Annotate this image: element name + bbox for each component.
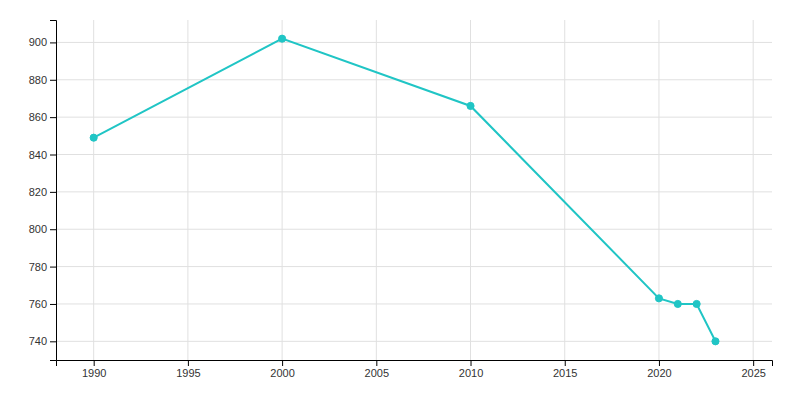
grid bbox=[56, 20, 772, 360]
plot: 1990 1995 2000 2005 2010 2015 2020 2025 740 760 78… bbox=[29, 20, 773, 379]
x-grid-line bbox=[282, 20, 283, 360]
x-tick-label: 1995 bbox=[176, 367, 200, 379]
x-tick: 2025 bbox=[741, 360, 765, 379]
point bbox=[655, 295, 662, 302]
x-tick-label: 2020 bbox=[647, 367, 671, 379]
x-axis-line bbox=[57, 361, 773, 367]
y-tick-label: 840 bbox=[29, 149, 47, 161]
y-tick-mark bbox=[50, 42, 56, 43]
y-tick: 820 bbox=[29, 186, 56, 198]
y-tick-mark bbox=[50, 341, 56, 342]
y-tick: 760 bbox=[29, 298, 56, 310]
x-tick-label: 1990 bbox=[82, 367, 106, 379]
x-grid-line bbox=[658, 20, 659, 360]
y-tick-mark bbox=[50, 304, 56, 305]
x-tick-mark bbox=[188, 360, 189, 366]
chart: 1990 1995 2000 2005 2010 2015 2020 2025 740 760 78… bbox=[0, 0, 800, 400]
y-tick-label: 760 bbox=[29, 298, 47, 310]
y-tick: 900 bbox=[29, 36, 56, 48]
y-tick-mark bbox=[50, 117, 56, 118]
point bbox=[90, 134, 97, 141]
x-tick: 2010 bbox=[459, 360, 483, 379]
x-tick-label: 2005 bbox=[365, 367, 389, 379]
y-axis: 740 760 780 800 820 840 860 880 900 bbox=[29, 21, 57, 361]
y-grid-line bbox=[56, 303, 772, 304]
x-tick-label: 2025 bbox=[741, 367, 765, 379]
point bbox=[674, 300, 681, 307]
point bbox=[467, 102, 474, 109]
line bbox=[94, 39, 716, 342]
y-tick-label: 860 bbox=[29, 111, 47, 123]
point bbox=[279, 35, 286, 42]
y-tick: 840 bbox=[29, 149, 56, 161]
x-grid-line bbox=[470, 20, 471, 360]
y-tick-mark bbox=[50, 192, 56, 193]
y-grid-line bbox=[56, 229, 772, 230]
y-grid-line bbox=[56, 191, 772, 192]
x-tick: 2000 bbox=[270, 360, 294, 379]
x-grid-line bbox=[376, 20, 377, 360]
x-tick-label: 2000 bbox=[270, 367, 294, 379]
x-tick-mark bbox=[282, 360, 283, 366]
x-axis: 1990 1995 2000 2005 2010 2015 2020 2025 bbox=[57, 360, 773, 379]
y-tick-label: 800 bbox=[29, 223, 47, 235]
x-tick-label: 2015 bbox=[553, 367, 577, 379]
x-grid-line bbox=[564, 20, 565, 360]
y-tick: 860 bbox=[29, 111, 56, 123]
y-tick-mark bbox=[50, 155, 56, 156]
point bbox=[712, 338, 719, 345]
y-tick-label: 900 bbox=[29, 36, 47, 48]
y-tick: 800 bbox=[29, 223, 56, 235]
x-tick: 1995 bbox=[176, 360, 200, 379]
y-tick: 740 bbox=[29, 335, 56, 347]
x-tick: 2015 bbox=[553, 360, 577, 379]
x-grid-line bbox=[753, 20, 754, 360]
y-tick-mark bbox=[50, 80, 56, 81]
x-tick-mark bbox=[565, 360, 566, 366]
y-grid-line bbox=[56, 42, 772, 43]
y-tick-mark bbox=[50, 267, 56, 268]
y-tick: 880 bbox=[29, 74, 56, 86]
series bbox=[90, 35, 719, 345]
x-grid-line bbox=[93, 20, 94, 360]
point bbox=[693, 300, 700, 307]
x-tick-mark bbox=[659, 360, 660, 366]
x-tick: 2005 bbox=[365, 360, 389, 379]
y-grid-line bbox=[56, 117, 772, 118]
y-tick-label: 740 bbox=[29, 335, 47, 347]
y-tick-label: 780 bbox=[29, 261, 47, 273]
x-tick-label: 2010 bbox=[459, 367, 483, 379]
y-grid-line bbox=[56, 79, 772, 80]
x-tick-mark bbox=[94, 360, 95, 366]
y-tick-mark bbox=[50, 229, 56, 230]
y-grid-line bbox=[56, 154, 772, 155]
x-tick-mark bbox=[471, 360, 472, 366]
y-grid-line bbox=[56, 266, 772, 267]
x-grid-line bbox=[187, 20, 188, 360]
y-tick: 780 bbox=[29, 261, 56, 273]
y-axis-line bbox=[50, 21, 57, 361]
x-tick: 2020 bbox=[647, 360, 671, 379]
y-tick-label: 880 bbox=[29, 74, 47, 86]
x-tick: 1990 bbox=[82, 360, 106, 379]
y-tick-label: 820 bbox=[29, 186, 47, 198]
x-tick-mark bbox=[376, 360, 377, 366]
x-tick-mark bbox=[753, 360, 754, 366]
y-grid-line bbox=[56, 341, 772, 342]
